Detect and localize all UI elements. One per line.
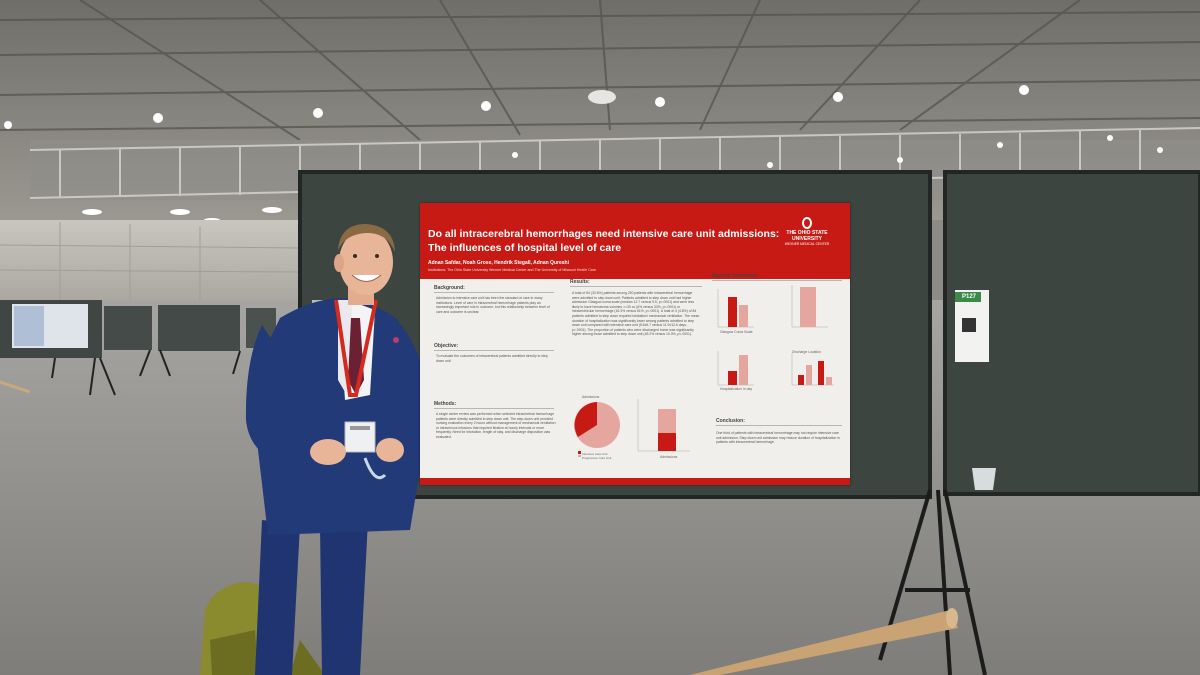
discharge-chart: [791, 353, 834, 386]
conclusion-text: One third of patients with intracerebral…: [716, 431, 840, 445]
results-text: A total of 84 (33.6%) patients among 250…: [572, 291, 700, 337]
logo-line1: THE OHIO STATE: [786, 230, 828, 236]
poster-title-line1: Do all intracerebral hemorrhages need in…: [428, 228, 780, 240]
board-number-tag: P127: [961, 294, 976, 300]
right-poster-board: [943, 170, 1200, 496]
admissions-bar-chart: [637, 399, 690, 452]
objective-heading: Objective:: [434, 343, 459, 349]
poster-footer-bar: [420, 478, 850, 485]
objective-text: To evaluate the outcomes of intracerebra…: [436, 354, 548, 363]
poster-authors: Adnan Safdar, Noah Grose, Hendrik Stegal…: [428, 260, 569, 266]
ceiling-speaker: [588, 90, 616, 104]
legend-pcu: Progressive Care Unit: [582, 456, 612, 460]
methods-heading: Methods:: [434, 401, 457, 407]
poster-tube: [690, 610, 958, 675]
hospitalization-label: Hospitalization in day: [720, 387, 753, 391]
results-bar-charts: [717, 285, 834, 386]
poster-title-line2: The influences of hospital level of care: [428, 242, 622, 254]
distant-poster-boards: [0, 300, 276, 396]
back-wall: [0, 220, 300, 305]
admissions-label: Admissions: [582, 395, 600, 399]
poster-institutions: Institutions: The Ohio State University …: [428, 268, 596, 272]
conclusion-heading: Conclusion:: [716, 418, 745, 424]
methods-text: A single center review was performed whe…: [436, 412, 556, 439]
hospitalization-chart: [717, 351, 754, 386]
university-logo: THE OHIO STATE UNIVERSITY WEXNER MEDICAL…: [772, 217, 842, 267]
admissions-bar-label: Admissions: [660, 455, 678, 459]
divider: [434, 292, 554, 293]
divider: [434, 408, 554, 409]
block-o-icon: [802, 217, 812, 229]
results-continued-heading: Results Continued:: [712, 273, 758, 279]
gcs-chart: [717, 289, 754, 328]
results-heading: Results:: [570, 279, 590, 285]
divider: [712, 280, 842, 281]
poster-banner: Do all intracerebral hemorrhages need in…: [420, 203, 850, 279]
admissions-pie-chart: [574, 402, 620, 457]
person-presenter: [245, 224, 429, 675]
background-heading: Background:: [434, 285, 465, 291]
discharge-label: Discharge Location: [792, 350, 822, 354]
background-text: Admission to intensive care unit has bee…: [436, 296, 550, 314]
gcs-label: Glasgow Coma Scale: [720, 330, 753, 334]
hematoma-chart: [791, 285, 828, 328]
logo-line3: WEXNER MEDICAL CENTER: [784, 242, 830, 246]
logo-line2: UNIVERSITY: [791, 236, 822, 242]
ceiling-trusses: [0, 0, 1200, 141]
research-poster: Do all intracerebral hemorrhages need in…: [420, 203, 850, 485]
divider: [570, 286, 702, 287]
divider: [434, 350, 554, 351]
backpack: [200, 582, 325, 675]
legend-icu: Intensive Care Unit: [582, 452, 608, 456]
divider: [716, 425, 842, 426]
